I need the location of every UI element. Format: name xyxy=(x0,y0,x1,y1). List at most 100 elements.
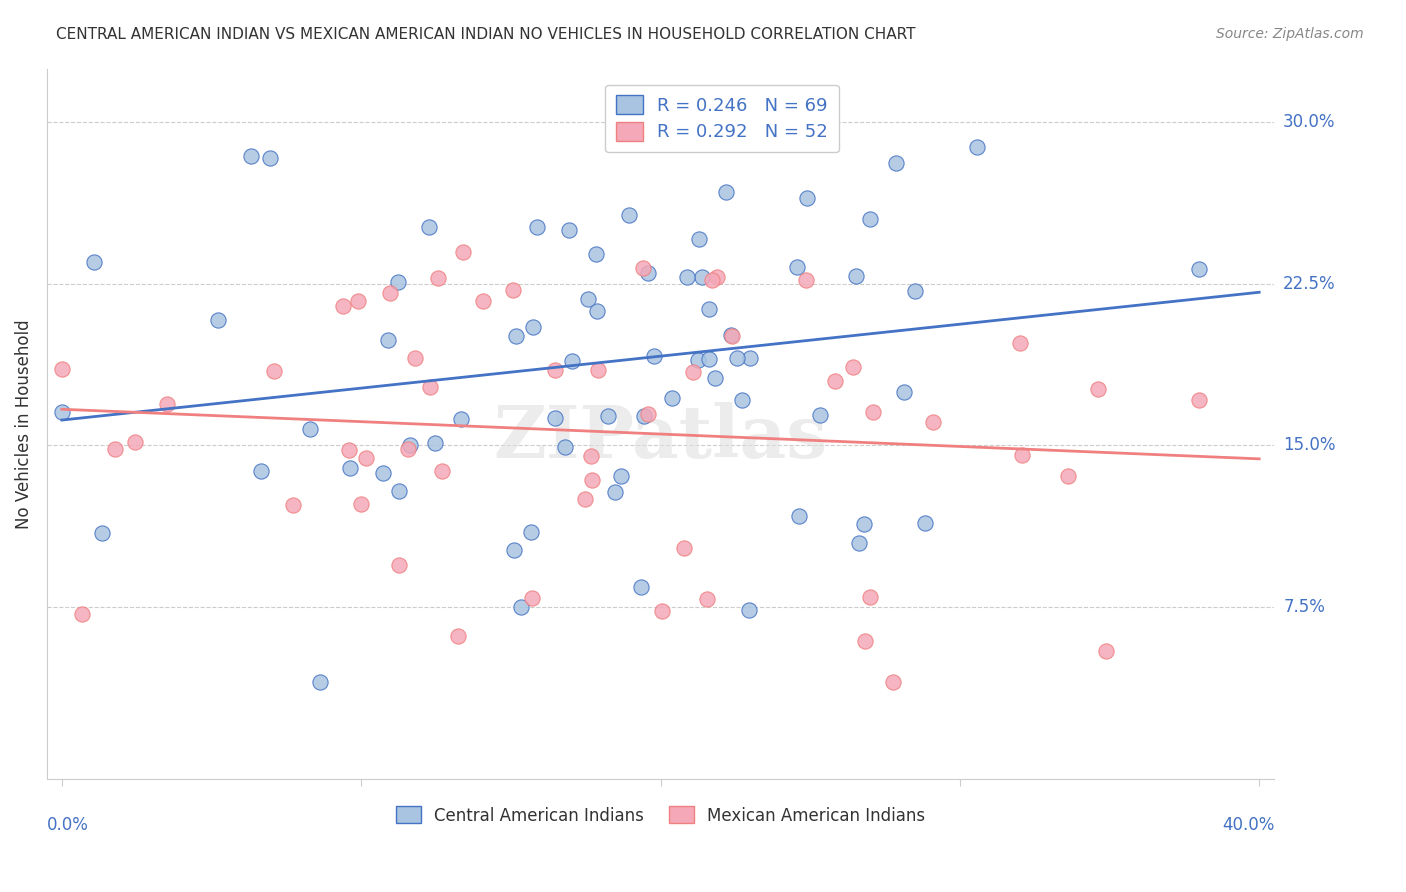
Point xyxy=(259,151,281,165)
Point xyxy=(862,404,884,418)
Point xyxy=(661,391,683,405)
Legend: Central American Indians, Mexican American Indians: Central American Indians, Mexican Americ… xyxy=(385,797,935,835)
Point xyxy=(472,294,495,309)
Point xyxy=(690,269,713,284)
Point xyxy=(371,466,394,480)
Point xyxy=(239,149,262,163)
Point xyxy=(845,268,868,283)
Point xyxy=(350,497,373,511)
Point xyxy=(697,352,720,367)
Point xyxy=(794,104,817,119)
Point xyxy=(697,302,720,317)
Point xyxy=(396,442,419,457)
Point xyxy=(447,629,470,643)
Point xyxy=(721,329,744,343)
Point xyxy=(585,247,607,261)
Point xyxy=(720,328,742,343)
Point xyxy=(966,140,988,154)
Point xyxy=(399,438,422,452)
Point xyxy=(848,536,870,550)
Point xyxy=(503,542,526,557)
Point xyxy=(738,602,761,616)
Point xyxy=(526,220,548,235)
Point xyxy=(796,191,818,205)
Point xyxy=(859,590,882,604)
Point xyxy=(418,219,440,234)
Point xyxy=(630,580,652,594)
Point xyxy=(377,333,399,347)
Point xyxy=(904,285,927,299)
Point xyxy=(544,363,567,377)
Point xyxy=(510,599,533,614)
Point xyxy=(1087,382,1109,396)
Point xyxy=(1057,469,1080,483)
Point xyxy=(682,365,704,379)
Point xyxy=(1188,261,1211,276)
Point xyxy=(451,244,474,259)
Point xyxy=(207,312,229,326)
Point xyxy=(430,464,453,478)
Text: ZIPatlas: ZIPatlas xyxy=(494,402,828,474)
Point xyxy=(419,380,441,394)
Point xyxy=(716,186,738,200)
Point xyxy=(1095,644,1118,658)
Point xyxy=(558,223,581,237)
Point xyxy=(1008,335,1031,350)
Point xyxy=(738,351,761,366)
Point xyxy=(423,435,446,450)
Point xyxy=(505,328,527,343)
Point xyxy=(786,260,808,274)
Point xyxy=(676,270,699,285)
Point xyxy=(90,526,112,541)
Point xyxy=(124,435,146,450)
Point xyxy=(882,675,904,690)
Point xyxy=(581,474,603,488)
Point xyxy=(824,374,846,388)
Point xyxy=(922,415,945,429)
Point xyxy=(1011,448,1033,462)
Point xyxy=(520,524,543,539)
Text: Source: ZipAtlas.com: Source: ZipAtlas.com xyxy=(1216,27,1364,41)
Point xyxy=(586,363,609,377)
Point xyxy=(884,156,907,170)
Point xyxy=(51,361,73,376)
Point xyxy=(704,371,727,385)
Point xyxy=(404,351,426,366)
Point xyxy=(1188,392,1211,407)
Point xyxy=(706,269,728,284)
Text: 0.0%: 0.0% xyxy=(46,815,89,833)
Point xyxy=(522,319,544,334)
Point xyxy=(502,283,524,297)
Point xyxy=(308,675,330,690)
Point xyxy=(51,405,73,419)
Text: 7.5%: 7.5% xyxy=(1284,598,1324,615)
Point xyxy=(388,484,411,499)
Point xyxy=(332,300,354,314)
Point xyxy=(337,442,360,457)
Point xyxy=(725,351,748,366)
Point xyxy=(378,286,401,301)
Text: 15.0%: 15.0% xyxy=(1284,436,1336,454)
Point xyxy=(619,208,641,222)
Point xyxy=(789,508,811,523)
Point xyxy=(586,304,609,318)
Point xyxy=(581,449,603,463)
Point xyxy=(298,422,321,436)
Point xyxy=(700,273,723,287)
Point xyxy=(633,409,655,423)
Point xyxy=(610,468,633,483)
Y-axis label: No Vehicles in Household: No Vehicles in Household xyxy=(15,319,32,529)
Point xyxy=(637,266,659,280)
Point xyxy=(796,273,818,287)
Point xyxy=(387,276,409,290)
Point xyxy=(427,271,450,285)
Point xyxy=(672,541,695,555)
Point xyxy=(853,516,876,531)
Point xyxy=(842,360,865,375)
Point xyxy=(688,232,710,246)
Text: 40.0%: 40.0% xyxy=(1222,815,1274,833)
Point xyxy=(576,293,599,307)
Point xyxy=(574,491,596,506)
Point xyxy=(347,293,370,308)
Point xyxy=(808,408,831,422)
